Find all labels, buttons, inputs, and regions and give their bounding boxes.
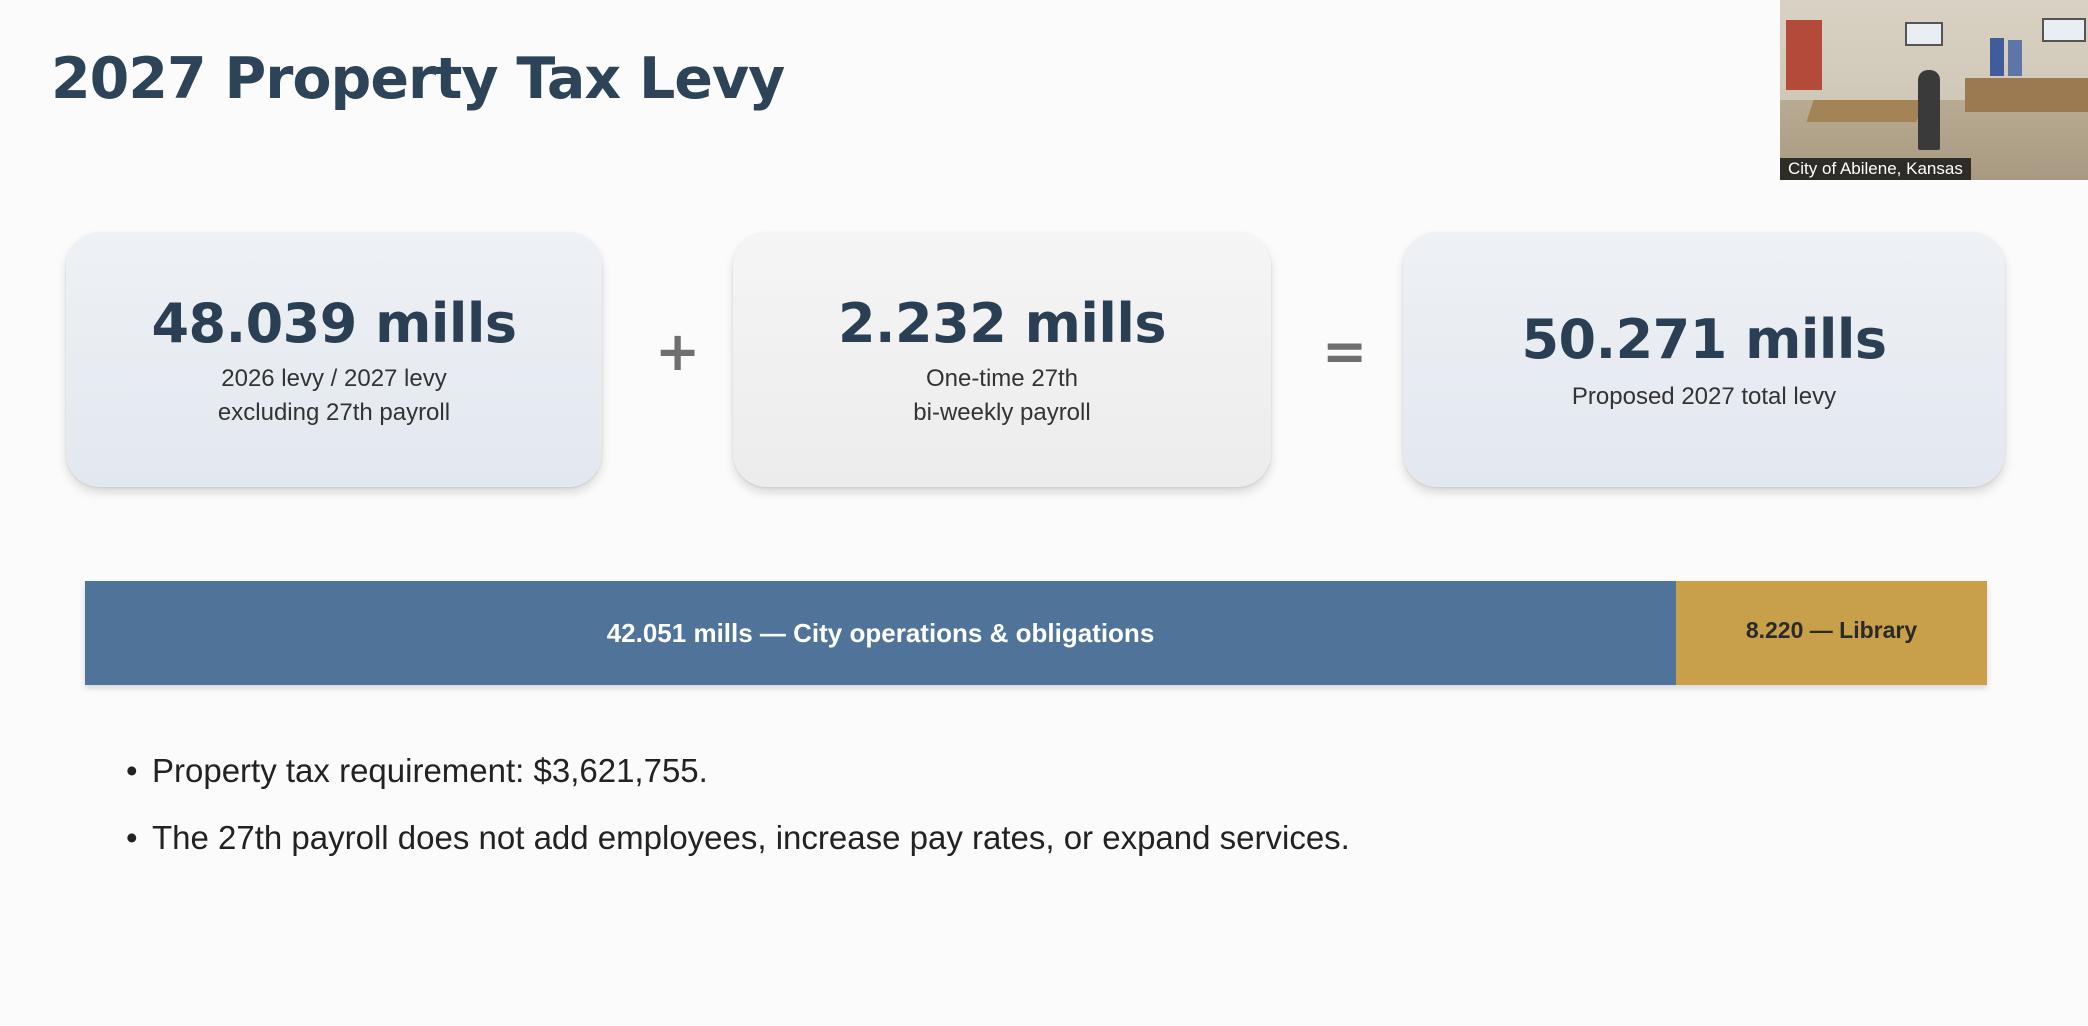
card-value: 50.271 mills <box>1521 308 1887 371</box>
levy-breakdown-bar: 42.051 mills — City operations & obligat… <box>85 581 1987 685</box>
bullet-item: • Property tax requirement: $3,621,755. <box>126 752 1350 819</box>
card-description: 2026 levy / 2027 levy excluding 27th pay… <box>66 362 602 430</box>
camera-dais <box>1965 78 2088 112</box>
bar-segment-city: 42.051 mills — City operations & obligat… <box>85 581 1676 685</box>
bullet-marker: • <box>126 752 138 789</box>
card-payroll-levy: 2.232 mills One-time 27th bi-weekly payr… <box>733 232 1271 487</box>
plus-operator: + <box>655 320 701 383</box>
slide-title: 2027 Property Tax Levy <box>51 46 785 112</box>
camera-monitor <box>2042 18 2086 42</box>
card-description-line: One-time 27th <box>925 365 1079 392</box>
card-description-line: excluding 27th payroll <box>217 399 451 426</box>
bullet-marker: • <box>126 819 138 856</box>
camera-wall-panel <box>1786 20 1822 90</box>
camera-flag <box>1990 38 2004 76</box>
card-description: One-time 27th bi-weekly payroll <box>733 362 1271 430</box>
bullet-text: The 27th payroll does not add employees,… <box>152 819 1350 856</box>
card-description: Proposed 2027 total levy <box>1403 380 2005 414</box>
bullet-item: • The 27th payroll does not add employees… <box>126 819 1350 886</box>
bullet-text: Property tax requirement: $3,621,755. <box>152 752 708 789</box>
card-description-line: 2026 levy / 2027 levy <box>221 365 447 392</box>
camera-caption: City of Abilene, Kansas <box>1780 158 1971 180</box>
bar-segment-label: 42.051 mills — City operations & obligat… <box>606 617 1155 648</box>
card-total-levy: 50.271 mills Proposed 2027 total levy <box>1403 232 2005 487</box>
camera-speaker <box>1918 70 1940 150</box>
bar-segment-label: 8.220 — Library <box>1745 616 1918 643</box>
card-value: 2.232 mills <box>837 292 1167 355</box>
card-description-line: Proposed 2027 total levy <box>1571 383 1837 410</box>
card-description-line: bi-weekly payroll <box>913 399 1091 426</box>
bullet-list: • Property tax requirement: $3,621,755. •… <box>126 752 1350 886</box>
bar-segment-library: 8.220 — Library <box>1675 581 1987 685</box>
camera-flag <box>2008 40 2022 76</box>
card-current-levy: 48.039 mills 2026 levy / 2027 levy exclu… <box>66 232 602 487</box>
camera-desk <box>1806 100 1924 122</box>
card-value: 48.039 mills <box>151 292 517 355</box>
camera-monitor <box>1905 22 1943 46</box>
equals-operator: = <box>1322 320 1368 383</box>
camera-video-inset[interactable]: City of Abilene, Kansas <box>1780 0 2088 180</box>
